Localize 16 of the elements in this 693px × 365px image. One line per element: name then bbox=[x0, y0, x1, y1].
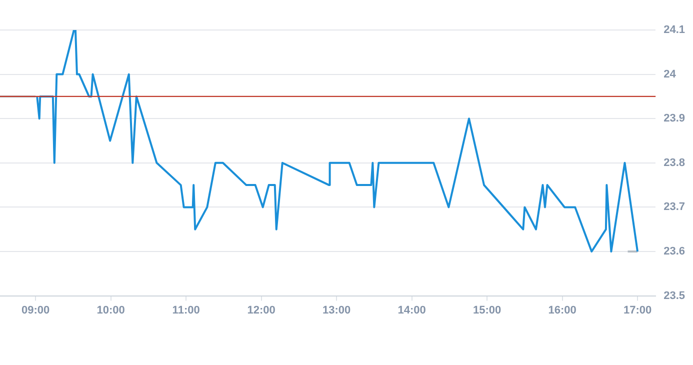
y-tick-label: 23.7 bbox=[664, 201, 686, 214]
x-tick-label: 11:00 bbox=[172, 304, 200, 316]
x-tick-label: 13:00 bbox=[322, 304, 351, 316]
x-tick-label: 15:00 bbox=[472, 304, 502, 316]
x-tick-label: 10:00 bbox=[96, 304, 125, 316]
y-tick-label: 23.9 bbox=[664, 112, 686, 125]
x-tick-label: 17:00 bbox=[623, 304, 652, 316]
y-tick-label: 23.6 bbox=[664, 246, 686, 258]
y-tick-label: 24.1 bbox=[664, 24, 686, 36]
y-tick-label: 24 bbox=[664, 68, 677, 80]
y-tick-label: 23.8 bbox=[664, 156, 686, 169]
x-tick-label: 14:00 bbox=[398, 304, 426, 316]
x-tick-label: 09:00 bbox=[22, 304, 50, 316]
y-tick-label: 23.5 bbox=[664, 290, 686, 302]
x-tick-label: 16:00 bbox=[548, 304, 576, 316]
x-tick-label: 12:00 bbox=[247, 304, 276, 316]
